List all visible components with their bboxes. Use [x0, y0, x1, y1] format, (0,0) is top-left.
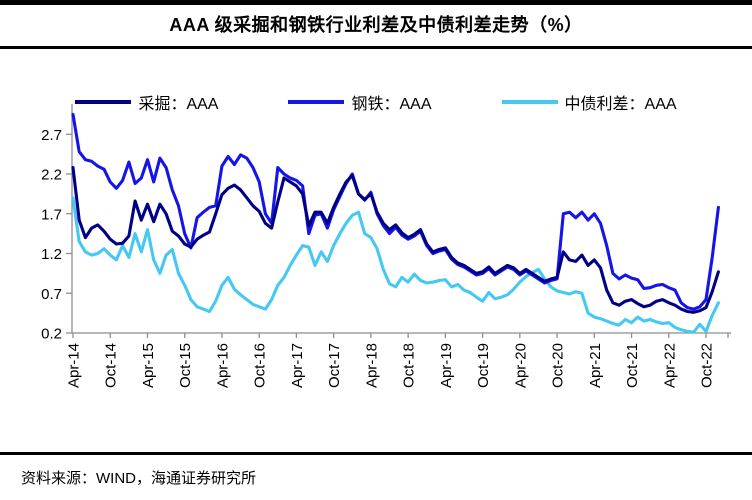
legend-swatch-zhongzhai-aaa [501, 100, 558, 104]
y-tick-label: 0.7 [41, 286, 62, 303]
y-tick-label: 1.2 [41, 246, 62, 263]
x-tick-label: Oct-18 [401, 343, 418, 388]
top-rule [0, 0, 752, 5]
series-line-caijue-aaa [71, 166, 720, 314]
x-tick-label: Oct-22 [699, 343, 716, 388]
x-tick-label: Oct-17 [326, 343, 343, 388]
y-tick-label: 2.2 [41, 167, 62, 184]
legend-label-gangtie-aaa: 钢铁：AAA [351, 96, 432, 113]
y-tick-label: 0.2 [41, 326, 62, 343]
x-tick-label: Oct-16 [252, 343, 269, 388]
legend-label-caijue-aaa: 采掘：AAA [138, 96, 219, 113]
x-tick-label: Oct-19 [475, 343, 492, 388]
chart-legend: 采掘：AAA 钢铁：AAA 中债利差：AAA [0, 90, 752, 114]
legend-item-caijue-aaa: 采掘：AAA [75, 90, 218, 114]
x-tick-label: Oct-14 [103, 343, 120, 388]
x-tick-label: Oct-15 [177, 343, 194, 388]
y-tick-label: 1.7 [41, 206, 62, 223]
x-tick-label: Oct-20 [550, 343, 567, 388]
chart-title: AAA 级采掘和钢铁行业利差及中债利差走势（%） [169, 15, 583, 35]
series-line-gangtie-aaa [71, 112, 720, 311]
x-tick-label: Apr-19 [438, 343, 455, 388]
footer-rule [0, 452, 752, 455]
x-tick-label: Apr-15 [140, 343, 157, 388]
x-tick-label: Apr-21 [587, 343, 604, 388]
x-tick-label: Oct-21 [624, 343, 641, 388]
series-line-zhongzhai-aaa [71, 196, 720, 334]
legend-item-gangtie-aaa: 钢铁：AAA [288, 90, 432, 114]
y-tick-label: 2.7 [41, 127, 62, 144]
title-rule [0, 46, 752, 49]
x-tick-label: Apr-16 [214, 343, 231, 388]
x-tick-label: Apr-20 [512, 343, 529, 388]
x-tick-label: Apr-14 [66, 343, 83, 388]
legend-label-zhongzhai-aaa: 中债利差：AAA [564, 96, 677, 113]
legend-item-zhongzhai-aaa: 中债利差：AAA [501, 90, 677, 114]
legend-swatch-caijue-aaa [75, 100, 132, 104]
x-tick-label: Apr-18 [363, 343, 380, 388]
x-tick-label: Apr-17 [289, 343, 306, 388]
data-source-note: 资料来源：WIND，海通证券研究所 [21, 470, 256, 487]
x-tick-label: Apr-22 [661, 343, 678, 388]
legend-swatch-gangtie-aaa [288, 100, 345, 104]
